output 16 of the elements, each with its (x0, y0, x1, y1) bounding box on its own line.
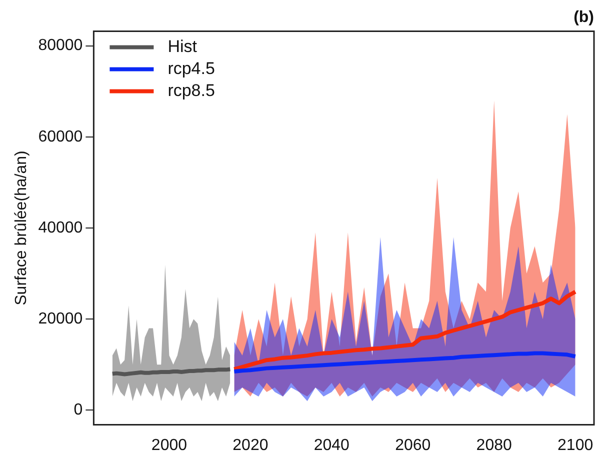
x-tick-label: 2080 (476, 436, 512, 454)
y-tick-label: 0 (74, 402, 83, 419)
x-tick-label: 2060 (395, 436, 431, 454)
x-tick-label: 2000 (151, 436, 188, 454)
x-tick-label: 2100 (558, 436, 594, 454)
legend-label: rcp4.5 (168, 58, 215, 78)
legend-label: rcp8.5 (168, 80, 215, 100)
y-tick-label: 40000 (38, 219, 83, 236)
y-tick-label: 80000 (38, 37, 83, 54)
y-tick-label: 60000 (38, 128, 83, 146)
chart-title: (b) (574, 9, 594, 26)
y-axis-title: Surface brûlée(ha/an) (13, 150, 30, 306)
x-tick-label: 2020 (232, 436, 268, 454)
y-tick-label: 20000 (38, 310, 83, 328)
x-tick-label: 2040 (314, 436, 350, 454)
legend-label: Hist (168, 36, 198, 56)
